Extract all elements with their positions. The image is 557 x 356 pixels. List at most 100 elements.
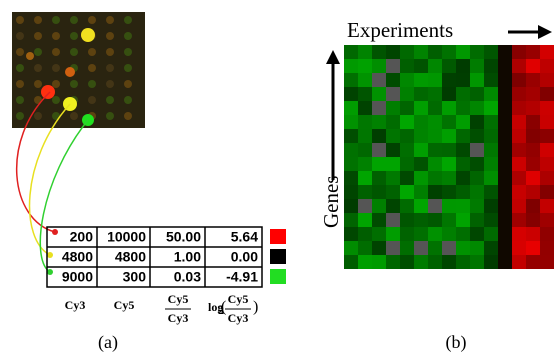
heat-cell bbox=[526, 129, 540, 143]
heat-cell bbox=[358, 255, 372, 269]
heat-cell bbox=[498, 59, 512, 73]
heat-cell bbox=[526, 157, 540, 171]
heat-cell bbox=[526, 241, 540, 255]
table-cell: 5.64 bbox=[231, 229, 258, 245]
heat-cell bbox=[470, 255, 484, 269]
spot bbox=[124, 48, 132, 56]
heat-cell bbox=[400, 171, 414, 185]
bracket: ( bbox=[221, 299, 226, 316]
heat-cell bbox=[526, 143, 540, 157]
heat-cell bbox=[484, 199, 498, 213]
heat-cell bbox=[456, 255, 470, 269]
heat-cell bbox=[540, 115, 554, 129]
heat-cell bbox=[540, 101, 554, 115]
heat-cell bbox=[456, 227, 470, 241]
heat-cell bbox=[484, 227, 498, 241]
heat-cell bbox=[498, 241, 512, 255]
heat-cell bbox=[428, 227, 442, 241]
heat-cell bbox=[442, 185, 456, 199]
heat-cell bbox=[512, 185, 526, 199]
heatmap bbox=[344, 45, 554, 269]
heat-cell bbox=[358, 143, 372, 157]
heat-cell bbox=[414, 213, 428, 227]
heat-cell bbox=[428, 87, 442, 101]
table-cell: 0.00 bbox=[231, 249, 258, 265]
spot bbox=[124, 32, 132, 40]
heat-cell bbox=[428, 157, 442, 171]
numerator: Cy5 bbox=[228, 292, 249, 306]
heat-cell bbox=[526, 199, 540, 213]
heat-cell bbox=[456, 87, 470, 101]
heat-cell bbox=[400, 143, 414, 157]
heat-cell bbox=[428, 143, 442, 157]
heat-cell bbox=[512, 213, 526, 227]
spot bbox=[106, 16, 114, 24]
spot bbox=[70, 48, 78, 56]
heat-cell bbox=[414, 143, 428, 157]
heat-cell bbox=[484, 143, 498, 157]
heat-cell bbox=[428, 185, 442, 199]
table-cell: 4800 bbox=[62, 249, 93, 265]
heat-cell bbox=[414, 171, 428, 185]
heat-cell bbox=[400, 129, 414, 143]
heat-cell bbox=[372, 171, 386, 185]
heat-cell bbox=[470, 199, 484, 213]
heat-cell bbox=[414, 115, 428, 129]
color-black bbox=[270, 249, 286, 264]
heat-cell bbox=[484, 129, 498, 143]
heat-cell bbox=[428, 115, 442, 129]
heat-cell bbox=[470, 227, 484, 241]
row-marker bbox=[52, 229, 58, 235]
heat-cell bbox=[470, 59, 484, 73]
heat-cell bbox=[526, 213, 540, 227]
heat-cell bbox=[414, 157, 428, 171]
heat-cell bbox=[372, 129, 386, 143]
spot bbox=[124, 112, 132, 120]
heat-cell bbox=[344, 157, 358, 171]
heat-cell bbox=[386, 227, 400, 241]
spot bbox=[52, 64, 60, 72]
heat-cell bbox=[344, 143, 358, 157]
spot bbox=[88, 48, 96, 56]
heat-cell bbox=[540, 199, 554, 213]
heat-cell bbox=[372, 241, 386, 255]
heat-cell bbox=[484, 59, 498, 73]
spot bbox=[106, 64, 114, 72]
heat-cell bbox=[344, 255, 358, 269]
heat-cell bbox=[512, 199, 526, 213]
spot bbox=[106, 112, 114, 120]
spot bbox=[70, 32, 78, 40]
heat-cell bbox=[358, 241, 372, 255]
table-cell: 50.00 bbox=[166, 229, 201, 245]
spot bbox=[81, 28, 95, 42]
heat-cell bbox=[428, 129, 442, 143]
heat-cell bbox=[484, 185, 498, 199]
heat-cell bbox=[526, 227, 540, 241]
heat-cell bbox=[386, 73, 400, 87]
heat-cell bbox=[470, 213, 484, 227]
spot bbox=[16, 80, 24, 88]
heat-cell bbox=[344, 227, 358, 241]
heat-cell bbox=[456, 143, 470, 157]
spot bbox=[70, 112, 78, 120]
heat-cell bbox=[372, 87, 386, 101]
heat-cell bbox=[344, 101, 358, 115]
heat-cell bbox=[498, 171, 512, 185]
heat-cell bbox=[456, 157, 470, 171]
heat-cell bbox=[484, 171, 498, 185]
heat-cell bbox=[344, 129, 358, 143]
table-cell: -4.91 bbox=[226, 269, 258, 285]
column-label: Cy5 bbox=[114, 298, 135, 312]
heat-cell bbox=[386, 199, 400, 213]
spot bbox=[34, 16, 42, 24]
numerator: Cy5 bbox=[168, 292, 189, 306]
heat-cell bbox=[498, 143, 512, 157]
panel-label: (a) bbox=[98, 332, 118, 353]
heat-cell bbox=[344, 213, 358, 227]
heat-cell bbox=[372, 143, 386, 157]
heat-cell bbox=[386, 45, 400, 59]
table-cell: 200 bbox=[70, 229, 94, 245]
heat-cell bbox=[414, 241, 428, 255]
heat-cell bbox=[526, 87, 540, 101]
heat-cell bbox=[344, 45, 358, 59]
